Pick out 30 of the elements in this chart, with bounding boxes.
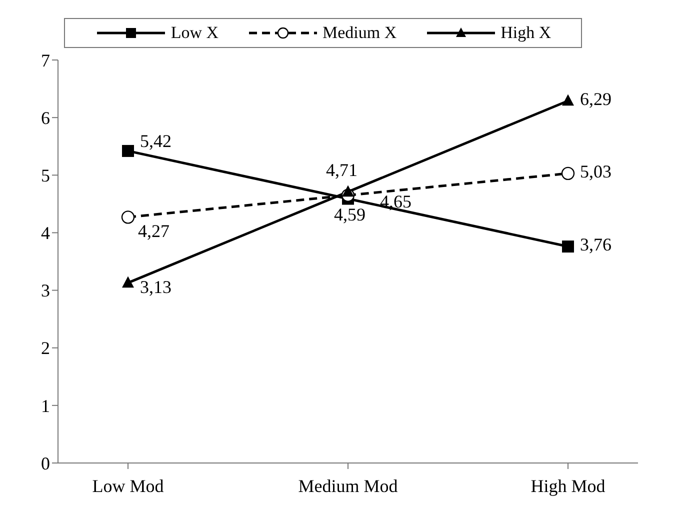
point bbox=[562, 94, 574, 106]
data-label: 6,29 bbox=[580, 88, 612, 109]
x-tick-label: High Mod bbox=[530, 476, 606, 496]
y-tick-label: 4 bbox=[41, 223, 50, 244]
x-tick-label: Medium Mod bbox=[298, 476, 398, 496]
point bbox=[342, 185, 354, 197]
data-label: 3,13 bbox=[140, 276, 172, 297]
y-tick-label: 3 bbox=[41, 280, 50, 301]
y-tick-label: 5 bbox=[41, 166, 50, 186]
point bbox=[122, 144, 134, 157]
data-label: 4,59 bbox=[334, 204, 366, 225]
point bbox=[561, 166, 575, 180]
legend-label: Low X bbox=[170, 23, 219, 43]
x-tick-label: Low Mod bbox=[92, 476, 164, 496]
data-label: 4,27 bbox=[138, 221, 170, 242]
point bbox=[562, 240, 574, 253]
y-tick-label: 7 bbox=[41, 50, 50, 70]
point bbox=[122, 276, 134, 288]
y-tick-label: 2 bbox=[41, 338, 50, 358]
data-label: 5,03 bbox=[580, 161, 612, 182]
point bbox=[121, 210, 135, 224]
y-tick-label: 1 bbox=[41, 396, 50, 416]
data-label: 3,76 bbox=[580, 234, 612, 255]
legend-label: Medium X bbox=[322, 23, 397, 43]
data-label: 5,42 bbox=[140, 130, 172, 151]
data-label: 4,65 bbox=[380, 191, 412, 212]
legend-label: High X bbox=[500, 23, 552, 43]
y-tick-label: 6 bbox=[41, 108, 50, 128]
data-label: 4,71 bbox=[326, 160, 358, 180]
y-tick-label: 0 bbox=[41, 453, 50, 474]
